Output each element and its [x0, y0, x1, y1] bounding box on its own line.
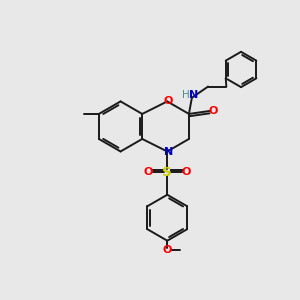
Text: O: O — [143, 167, 153, 177]
Text: N: N — [164, 147, 173, 157]
Text: O: O — [163, 245, 172, 255]
Text: O: O — [164, 96, 173, 106]
Text: O: O — [209, 106, 218, 116]
Text: H: H — [182, 90, 189, 100]
Text: O: O — [182, 167, 191, 177]
Text: S: S — [162, 166, 172, 178]
Text: N: N — [189, 90, 198, 100]
